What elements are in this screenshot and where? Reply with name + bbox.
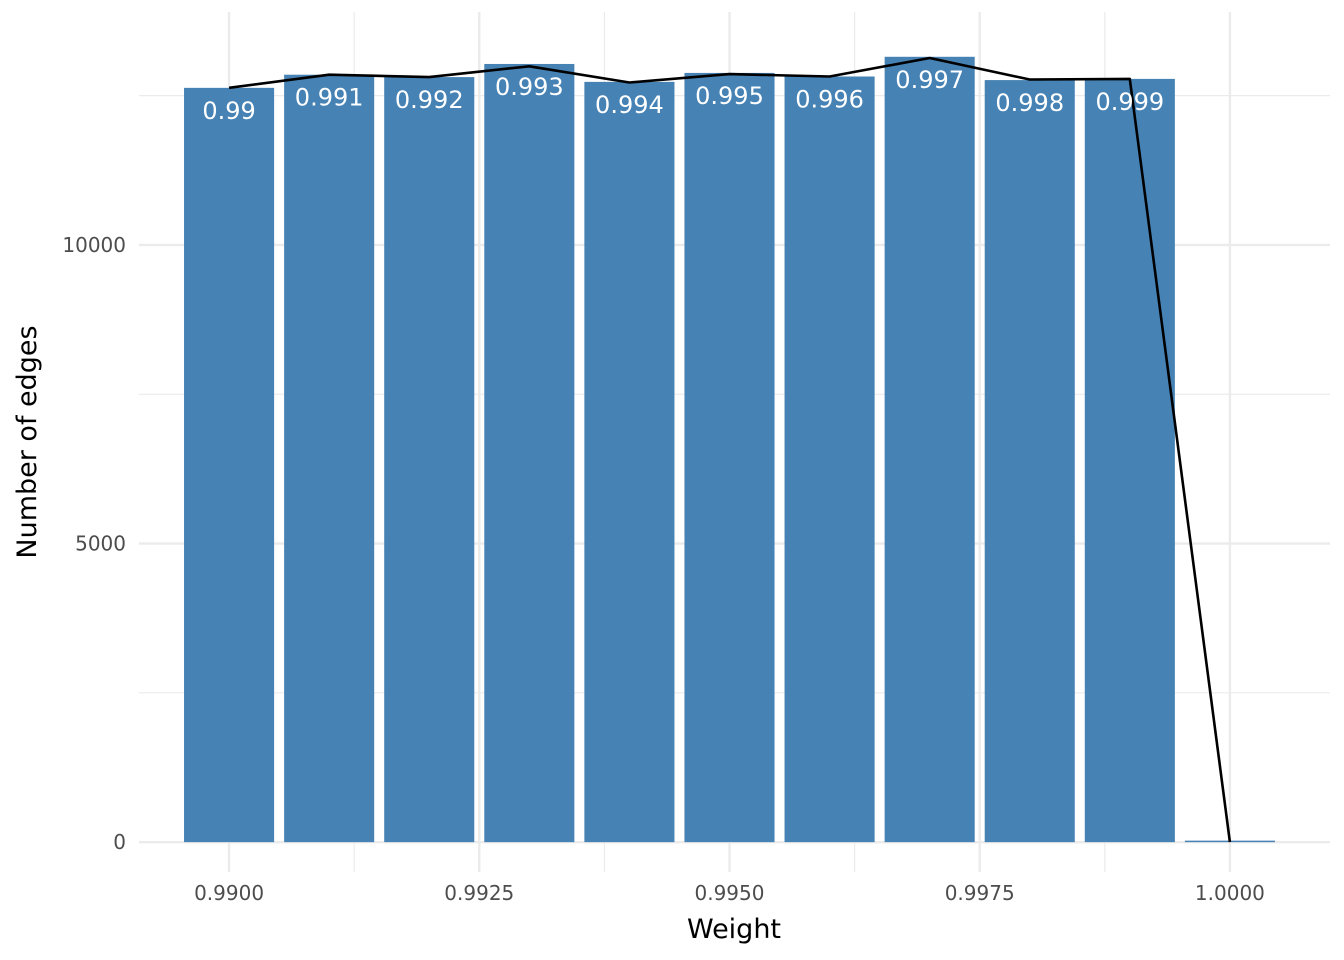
trend-line: [228, 56, 1232, 843]
bar-label: 0.994: [595, 91, 664, 119]
bar: [984, 80, 1075, 843]
x-tick-label: 0.9950: [695, 881, 765, 905]
bars: [184, 56, 1275, 843]
bar: [284, 74, 375, 843]
bar-label: 0.992: [395, 86, 464, 114]
bar: [884, 56, 975, 843]
bar: [384, 77, 475, 843]
bar: [584, 81, 675, 843]
bar-label: 0.999: [1095, 88, 1164, 116]
bar: [784, 76, 875, 843]
y-tick-label: 0: [113, 830, 126, 854]
bar: [184, 87, 275, 843]
x-tick-label: 0.9900: [194, 881, 264, 905]
y-tick-label: 10000: [62, 233, 126, 257]
bar-label: 0.99: [202, 97, 255, 125]
y-axis-title: Number of edges: [12, 325, 43, 558]
bar-labels: 0.99 0.991 0.992 0.993 0.994 0.995 0.996 0.997 0…: [202, 66, 1164, 125]
bar: [484, 63, 575, 843]
bar-label: 0.995: [695, 82, 764, 110]
x-axis-title: Weight: [687, 914, 781, 945]
bar: [1084, 78, 1175, 843]
bar-label: 0.997: [895, 66, 964, 94]
bar-label: 0.996: [795, 86, 864, 114]
bar-label: 0.991: [295, 84, 364, 112]
x-tick-label: 1.0000: [1195, 881, 1265, 905]
bar-label: 0.993: [495, 73, 564, 101]
x-axis-ticks: 0.9900 0.9925 0.9950 0.9975 1.0000: [194, 881, 1265, 905]
y-axis-ticks: 0 5000 10000: [62, 233, 126, 854]
trend-line-layer: [228, 56, 1232, 843]
y-tick-label: 5000: [75, 532, 126, 556]
x-tick-label: 0.9975: [945, 881, 1015, 905]
x-tick-label: 0.9925: [444, 881, 514, 905]
bar: [684, 72, 775, 843]
bar-label: 0.998: [995, 89, 1064, 117]
